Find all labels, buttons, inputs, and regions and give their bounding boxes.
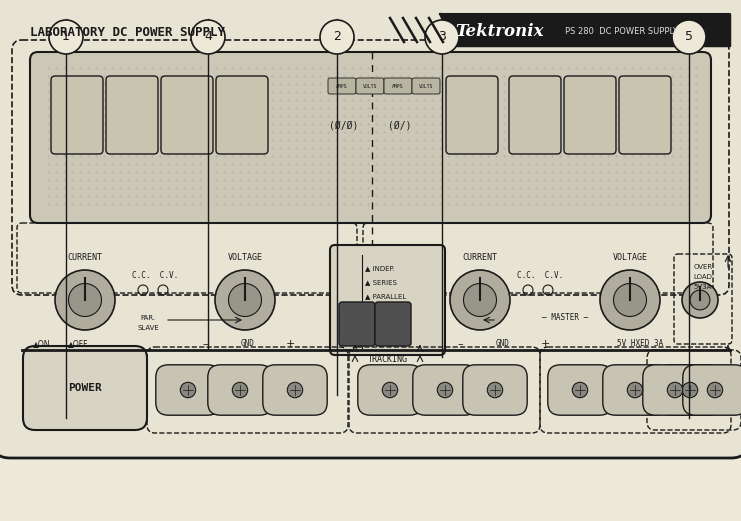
Ellipse shape xyxy=(49,20,83,54)
Circle shape xyxy=(382,382,398,398)
Circle shape xyxy=(682,382,698,398)
Polygon shape xyxy=(440,14,730,46)
FancyBboxPatch shape xyxy=(446,76,498,154)
FancyBboxPatch shape xyxy=(263,365,328,415)
Text: VOLTS: VOLTS xyxy=(363,83,377,89)
Circle shape xyxy=(288,382,303,398)
Ellipse shape xyxy=(672,20,706,54)
Text: VOLTAGE: VOLTAGE xyxy=(613,254,648,263)
Text: ▲OFF: ▲OFF xyxy=(67,340,88,349)
FancyBboxPatch shape xyxy=(413,365,477,415)
Circle shape xyxy=(488,382,502,398)
Text: –: – xyxy=(202,339,207,349)
Circle shape xyxy=(614,283,646,316)
Ellipse shape xyxy=(191,20,225,54)
FancyBboxPatch shape xyxy=(619,76,671,154)
FancyBboxPatch shape xyxy=(384,78,412,94)
Text: 2: 2 xyxy=(333,31,341,43)
Text: GND: GND xyxy=(496,340,510,349)
Text: 3: 3 xyxy=(438,31,446,43)
Circle shape xyxy=(437,382,453,398)
Text: ▲ PARALLEL: ▲ PARALLEL xyxy=(365,293,406,299)
FancyBboxPatch shape xyxy=(161,76,213,154)
FancyBboxPatch shape xyxy=(30,52,711,223)
Circle shape xyxy=(228,283,262,316)
FancyBboxPatch shape xyxy=(216,76,268,154)
FancyBboxPatch shape xyxy=(412,78,440,94)
Ellipse shape xyxy=(425,20,459,54)
Circle shape xyxy=(690,290,710,310)
Circle shape xyxy=(708,382,722,398)
Text: AMPS: AMPS xyxy=(336,83,348,89)
Text: 5V HXED 3A: 5V HXED 3A xyxy=(617,340,663,349)
Circle shape xyxy=(572,382,588,398)
Circle shape xyxy=(464,283,496,316)
Text: 5V3A: 5V3A xyxy=(694,284,712,290)
Circle shape xyxy=(55,270,115,330)
Text: AMPS: AMPS xyxy=(392,83,404,89)
Circle shape xyxy=(68,283,102,316)
FancyBboxPatch shape xyxy=(602,365,667,415)
Text: PAR.: PAR. xyxy=(141,315,156,321)
FancyBboxPatch shape xyxy=(51,76,103,154)
FancyBboxPatch shape xyxy=(0,0,741,458)
Text: –: – xyxy=(457,339,463,349)
Circle shape xyxy=(668,382,682,398)
FancyBboxPatch shape xyxy=(207,365,272,415)
Text: ▲ SERIES: ▲ SERIES xyxy=(365,279,397,285)
FancyBboxPatch shape xyxy=(106,76,158,154)
FancyBboxPatch shape xyxy=(658,365,722,415)
Text: +: + xyxy=(540,339,550,349)
FancyBboxPatch shape xyxy=(463,365,527,415)
Text: TRACKING: TRACKING xyxy=(368,355,408,365)
Text: GND: GND xyxy=(241,340,255,349)
FancyBboxPatch shape xyxy=(509,76,561,154)
Text: VOLTAGE: VOLTAGE xyxy=(227,254,262,263)
FancyBboxPatch shape xyxy=(330,245,445,355)
FancyBboxPatch shape xyxy=(642,365,707,415)
FancyBboxPatch shape xyxy=(375,302,411,346)
Text: PS 280  DC POWER SUPPLY: PS 280 DC POWER SUPPLY xyxy=(565,27,678,35)
Text: Tektronix: Tektronix xyxy=(455,22,543,40)
Circle shape xyxy=(232,382,247,398)
Text: (Ø/): (Ø/) xyxy=(388,120,412,130)
Text: CURRENT: CURRENT xyxy=(462,254,497,263)
FancyBboxPatch shape xyxy=(23,346,147,430)
FancyBboxPatch shape xyxy=(339,302,375,346)
Text: — MASTER —: — MASTER — xyxy=(542,314,588,322)
Circle shape xyxy=(450,270,510,330)
Circle shape xyxy=(682,282,718,318)
Text: 1: 1 xyxy=(62,31,70,43)
Circle shape xyxy=(600,270,660,330)
Circle shape xyxy=(628,382,642,398)
Text: ▲ON: ▲ON xyxy=(33,340,50,349)
Circle shape xyxy=(180,382,196,398)
Text: C.C.  C.V.: C.C. C.V. xyxy=(132,270,178,279)
FancyBboxPatch shape xyxy=(356,78,384,94)
Text: 5: 5 xyxy=(685,31,693,43)
FancyBboxPatch shape xyxy=(564,76,616,154)
Text: 4: 4 xyxy=(204,31,212,43)
Text: OVER: OVER xyxy=(694,264,713,270)
FancyBboxPatch shape xyxy=(358,365,422,415)
Ellipse shape xyxy=(320,20,354,54)
Text: C.C.  C.V.: C.C. C.V. xyxy=(517,270,563,279)
FancyBboxPatch shape xyxy=(328,78,356,94)
Text: ▲ INDEP.: ▲ INDEP. xyxy=(365,265,395,271)
Text: VOLTS: VOLTS xyxy=(419,83,433,89)
Text: LABORATORY DC POWER SUPPLY: LABORATORY DC POWER SUPPLY xyxy=(30,26,225,39)
FancyBboxPatch shape xyxy=(156,365,220,415)
Text: LOAD: LOAD xyxy=(694,274,712,280)
Circle shape xyxy=(215,270,275,330)
FancyBboxPatch shape xyxy=(682,365,741,415)
Text: (Ø/Ø): (Ø/Ø) xyxy=(329,120,359,130)
FancyBboxPatch shape xyxy=(548,365,612,415)
Text: SLAVE: SLAVE xyxy=(137,325,159,331)
Text: POWER: POWER xyxy=(68,383,102,393)
Text: +: + xyxy=(285,339,295,349)
Text: CURRENT: CURRENT xyxy=(67,254,102,263)
